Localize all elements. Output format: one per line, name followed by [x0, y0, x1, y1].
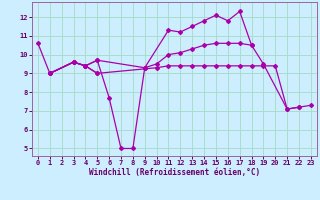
X-axis label: Windchill (Refroidissement éolien,°C): Windchill (Refroidissement éolien,°C) [89, 168, 260, 177]
